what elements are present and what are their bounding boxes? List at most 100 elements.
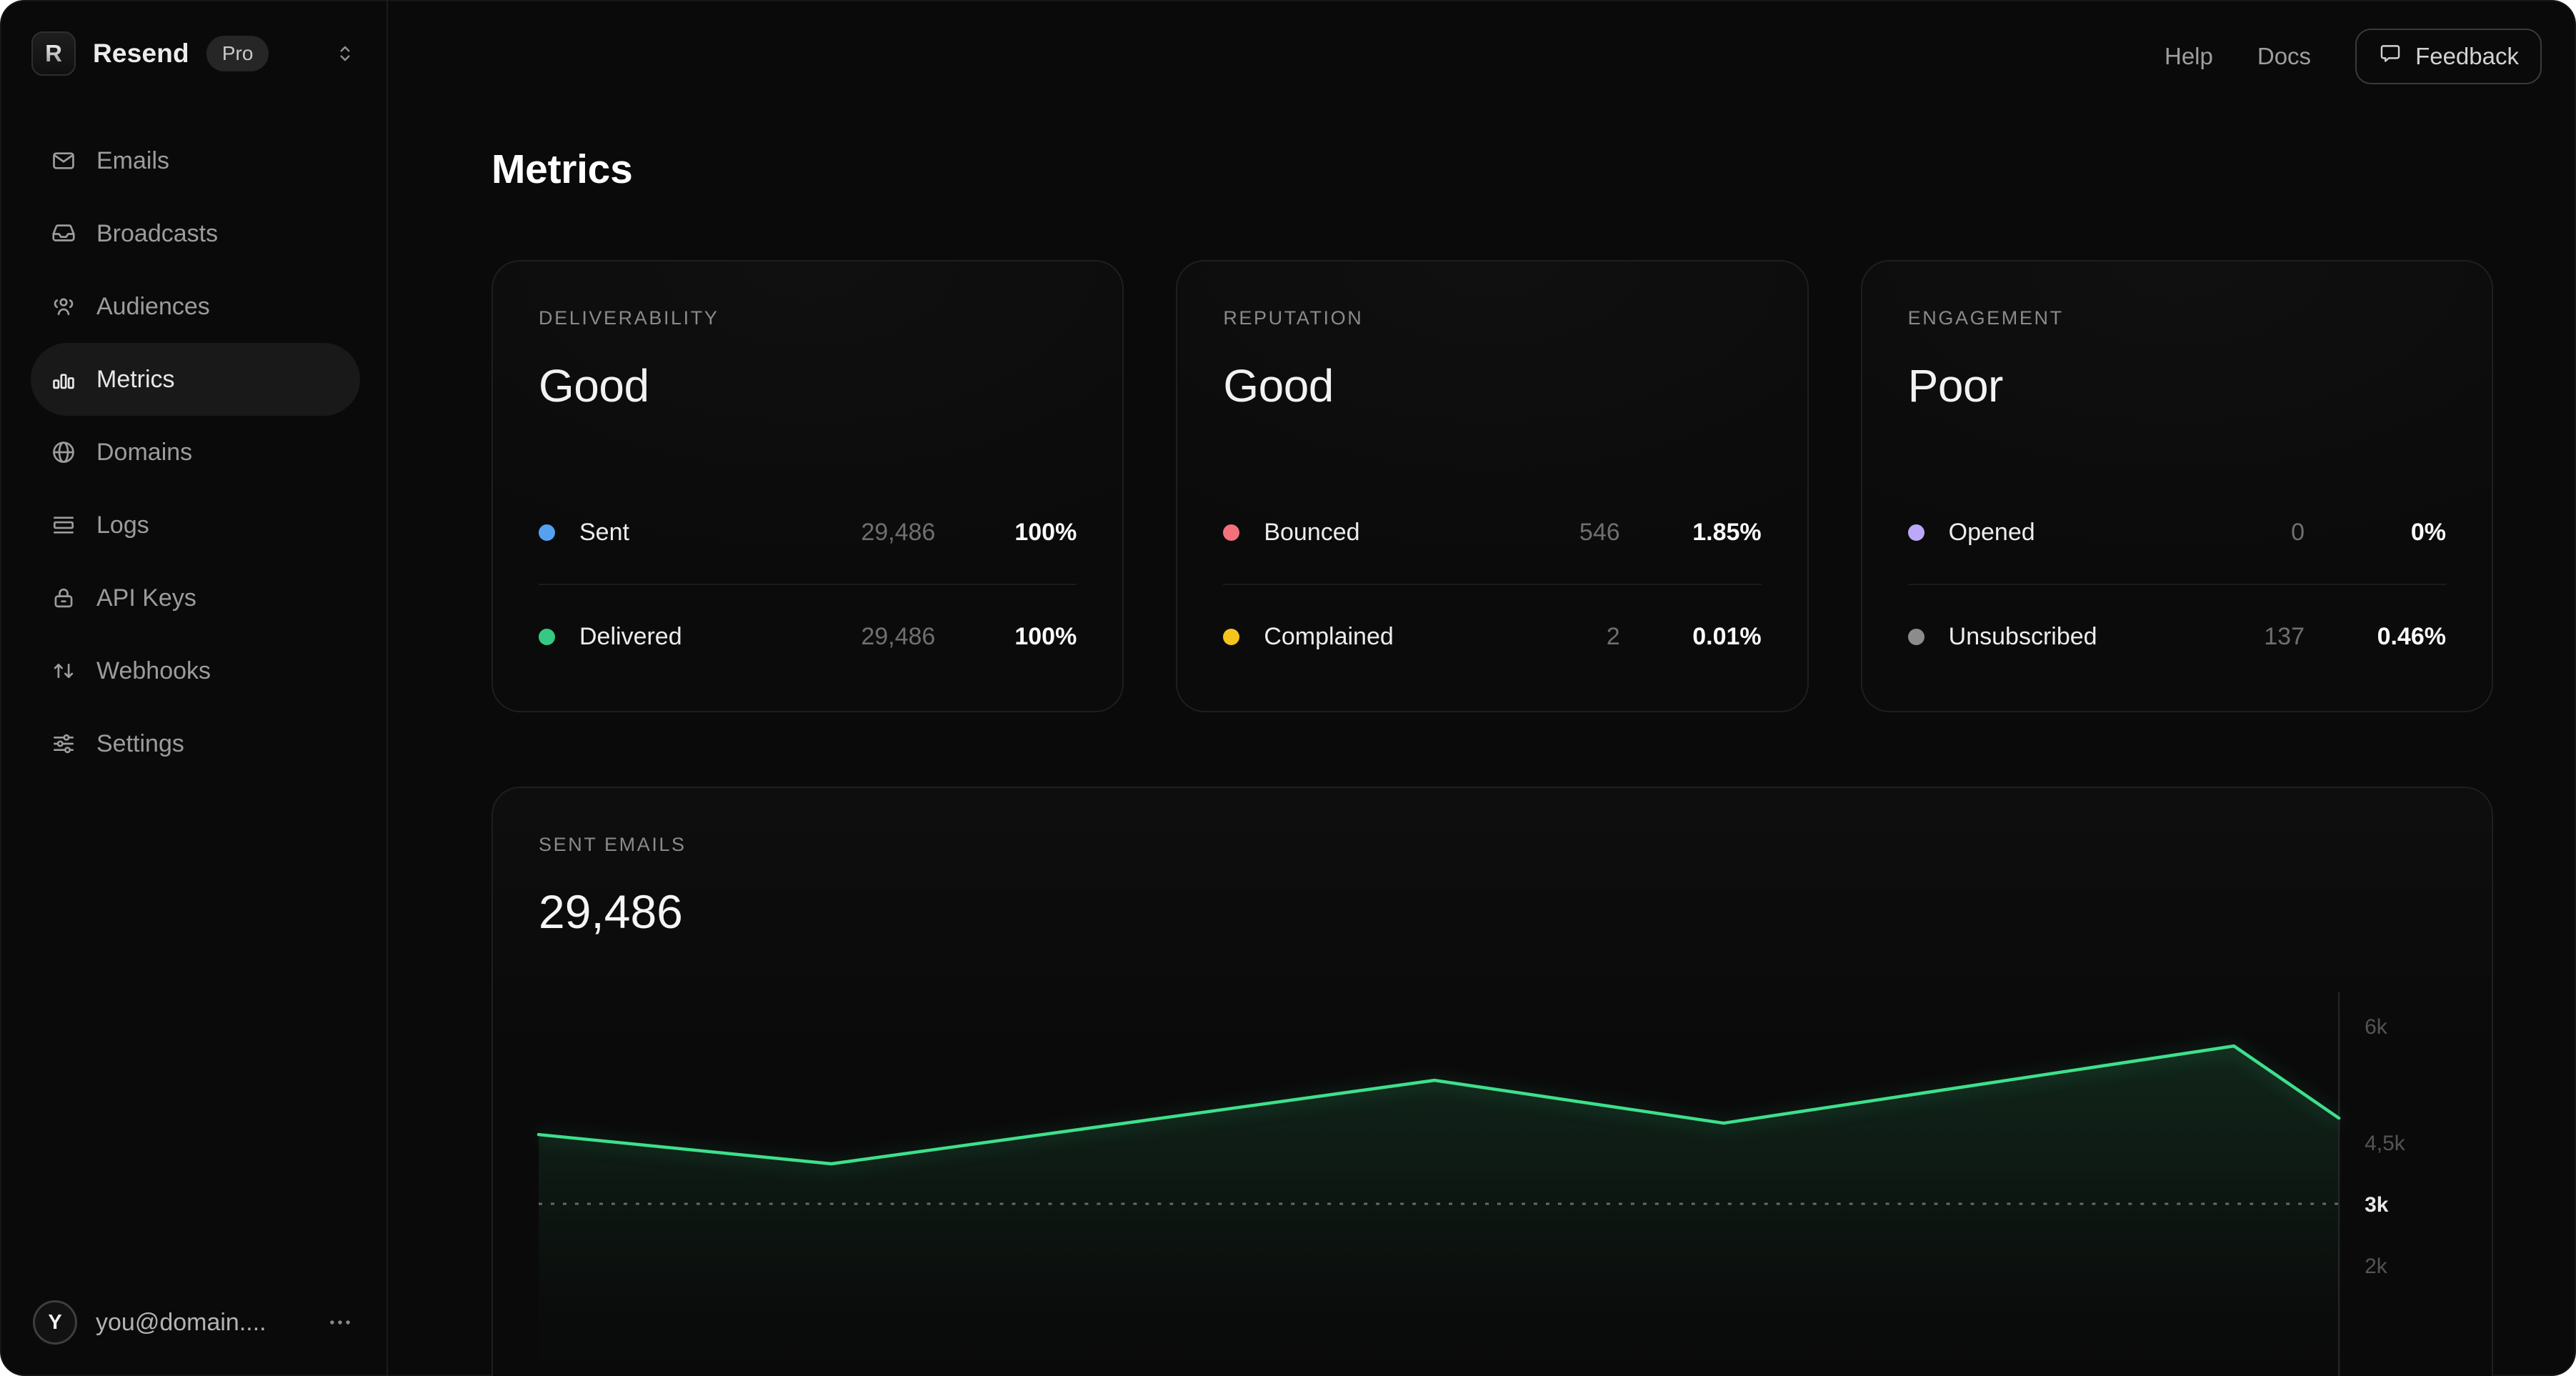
stat-count: 29,486 xyxy=(861,622,936,650)
sidebar-item-domains[interactable]: Domains xyxy=(31,416,360,489)
stat-percent: 1.85% xyxy=(1692,518,1762,546)
stat-row: Delivered 29,486 100% xyxy=(539,584,1077,688)
stat-count: 137 xyxy=(2264,622,2305,650)
sidebar-item-label: Audiences xyxy=(96,292,210,320)
sidebar-item-webhooks[interactable]: Webhooks xyxy=(31,634,360,707)
sidebar-item-emails[interactable]: Emails xyxy=(31,124,360,197)
summary-card-deliverability: DELIVERABILITY Good Sent 29,486 100% Del… xyxy=(491,260,1124,712)
user-menu[interactable]: Y you@domain.... xyxy=(0,1272,386,1376)
metrics-page: Metrics DELIVERABILITY Good Sent 29,486 … xyxy=(388,84,2576,1376)
feedback-icon xyxy=(2378,41,2402,71)
summary-card-reputation: REPUTATION Good Bounced 546 1.85% Compla… xyxy=(1176,260,1809,712)
avatar-initial: Y xyxy=(48,1310,62,1334)
workspace-switcher[interactable]: R Resend Pro xyxy=(0,0,386,76)
complained-dot xyxy=(1223,628,1240,645)
y-axis-tick: 6k xyxy=(2365,1015,2388,1039)
ellipsis-icon[interactable] xyxy=(326,1309,354,1336)
stat-count: 2 xyxy=(1606,622,1620,650)
stat-percent: 0.01% xyxy=(1692,622,1762,650)
sidebar-item-label: Broadcasts xyxy=(96,219,219,247)
stat-count: 0 xyxy=(2291,518,2305,546)
stat-count: 29,486 xyxy=(861,518,936,546)
logo-letter: R xyxy=(45,40,62,66)
stat-row: Unsubscribed 137 0.46% xyxy=(1907,584,2446,688)
resend-logo: R xyxy=(31,31,76,76)
stat-percent: 100% xyxy=(1014,518,1077,546)
sliders-icon xyxy=(50,730,77,757)
delivered-dot xyxy=(539,628,555,645)
sidebar-item-logs[interactable]: Logs xyxy=(31,489,360,562)
sent-emails-chart: 6k 4,5k 3k 2k xyxy=(536,992,2406,1376)
sidebar-item-settings[interactable]: Settings xyxy=(31,707,360,780)
bar-chart-icon xyxy=(50,366,77,393)
stat-percent: 100% xyxy=(1014,622,1077,650)
rows-icon xyxy=(50,512,77,539)
chevron-up-down-icon xyxy=(332,41,358,66)
docs-link[interactable]: Docs xyxy=(2257,43,2312,69)
sidebar-item-label: Settings xyxy=(96,729,184,757)
lock-icon xyxy=(50,584,77,612)
page-title: Metrics xyxy=(491,146,633,192)
stat-label: Delivered xyxy=(579,622,682,650)
sidebar-item-label: Domains xyxy=(96,438,193,466)
sidebar-item-label: Emails xyxy=(96,146,170,174)
feedback-button[interactable]: Feedback xyxy=(2355,29,2542,84)
stat-row: Bounced 546 1.85% xyxy=(1223,481,1762,584)
users-icon xyxy=(50,293,77,320)
sidebar-item-label: Webhooks xyxy=(96,657,211,684)
sidebar-item-broadcasts[interactable]: Broadcasts xyxy=(31,197,360,270)
mail-icon xyxy=(50,147,77,174)
chart-plot-area: 6k 4,5k 3k 2k xyxy=(536,992,2446,1376)
brand-name: Resend xyxy=(93,39,189,68)
chart-line xyxy=(536,1044,2341,1166)
stat-percent: 0.46% xyxy=(2377,622,2446,650)
sidebar-item-metrics[interactable]: Metrics xyxy=(31,343,360,416)
sent-dot xyxy=(539,524,555,541)
y-axis-tick: 3k xyxy=(2365,1193,2389,1217)
summary-cards-row: DELIVERABILITY Good Sent 29,486 100% Del… xyxy=(491,260,2493,712)
chart-card-category-label: SENT EMAILS xyxy=(539,834,687,855)
avatar: Y xyxy=(33,1300,77,1345)
sidebar-item-label: Metrics xyxy=(96,365,175,393)
unsubscribed-dot xyxy=(1907,628,1924,645)
card-stat-rows: Bounced 546 1.85% Complained 2 0.01% xyxy=(1223,481,1762,688)
globe-icon xyxy=(50,439,77,466)
card-status-value: Good xyxy=(539,360,649,412)
sent-emails-total: 29,486 xyxy=(539,885,683,938)
sidebar: R Resend Pro Emails Broadcasts Audiences… xyxy=(0,0,388,1376)
stat-row: Complained 2 0.01% xyxy=(1223,584,1762,688)
summary-card-engagement: ENGAGEMENT Poor Opened 0 0% Unsubscribed… xyxy=(1860,260,2493,712)
opened-dot xyxy=(1907,524,1924,541)
sidebar-nav: Emails Broadcasts Audiences Metrics Doma… xyxy=(0,124,386,780)
card-category-label: ENGAGEMENT xyxy=(1907,307,2064,329)
inbox-icon xyxy=(50,220,77,247)
stat-row: Opened 0 0% xyxy=(1907,481,2446,584)
stat-label: Sent xyxy=(579,518,629,546)
chart-area-fill xyxy=(539,1046,2340,1376)
sidebar-item-label: API Keys xyxy=(96,584,196,612)
sidebar-item-api-keys[interactable]: API Keys xyxy=(31,562,360,634)
bounced-dot xyxy=(1223,524,1240,541)
main-area: Help Docs Feedback Metrics DELIVERABILIT… xyxy=(388,0,2576,1376)
sent-emails-card: SENT EMAILS 29,486 6k 4,5k 3k 2k xyxy=(491,787,2493,1376)
arrows-up-down-icon xyxy=(50,657,77,684)
card-status-value: Poor xyxy=(1907,360,2004,412)
topbar: Help Docs Feedback xyxy=(388,0,2576,84)
stat-label: Opened xyxy=(1948,518,2035,546)
user-email: you@domain.... xyxy=(96,1308,266,1336)
stat-row: Sent 29,486 100% xyxy=(539,481,1077,584)
stat-count: 546 xyxy=(1579,518,1620,546)
stat-label: Bounced xyxy=(1264,518,1360,546)
help-link[interactable]: Help xyxy=(2165,43,2213,69)
sidebar-item-audiences[interactable]: Audiences xyxy=(31,270,360,343)
stat-label: Unsubscribed xyxy=(1948,622,2097,650)
card-stat-rows: Opened 0 0% Unsubscribed 137 0.46% xyxy=(1907,481,2446,688)
stat-label: Complained xyxy=(1264,622,1394,650)
sidebar-item-label: Logs xyxy=(96,511,149,539)
stat-percent: 0% xyxy=(2410,518,2446,546)
card-status-value: Good xyxy=(1223,360,1334,412)
y-axis-tick: 4,5k xyxy=(2365,1132,2406,1155)
card-category-label: REPUTATION xyxy=(1223,307,1364,329)
card-category-label: DELIVERABILITY xyxy=(539,307,719,329)
